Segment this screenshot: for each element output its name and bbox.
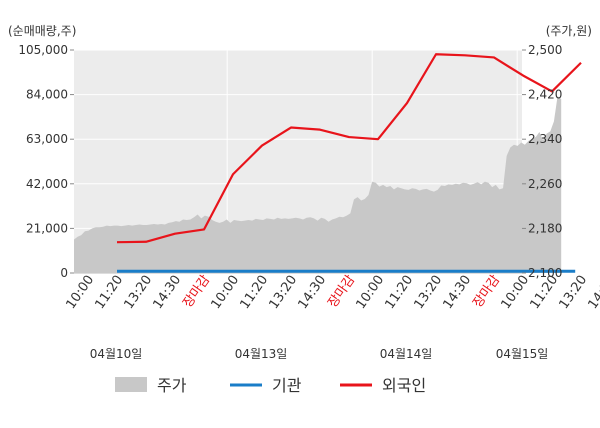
legend: 주가 기관 외국인	[115, 376, 426, 395]
date-label: 04월10일	[90, 347, 143, 361]
right-axis: 2,100 2,180 2,260 2,340 2,420 2,500	[522, 43, 562, 280]
x-axis: 10:0011:2013:2014:30장마감10:0011:2013:2014…	[63, 273, 600, 312]
left-tick-label: 0	[60, 266, 68, 280]
x-tick-label: 14:30	[440, 273, 474, 312]
x-tick-label: 11:20	[92, 273, 126, 312]
x-tick-label: 10:00	[498, 273, 532, 312]
x-tick-label: 11:20	[237, 273, 271, 312]
series-area-주가	[74, 96, 562, 274]
legend-label-주가: 주가	[157, 376, 187, 395]
series-lines	[116, 53, 582, 273]
right-tick-label: 2,180	[528, 221, 562, 235]
x-tick-label: 장마감	[470, 273, 503, 311]
left-tick-label: 84,000	[26, 88, 68, 102]
date-label: 04월15일	[496, 347, 549, 361]
x-tick-label: 11:20	[382, 273, 416, 312]
x-tick-label: 장마감	[325, 273, 358, 311]
price-area	[74, 96, 562, 274]
right-tick-label: 2,260	[528, 177, 562, 191]
x-tick-label: 장마감	[180, 273, 213, 311]
legend-swatch-주가	[115, 377, 147, 392]
right-tick-label: 2,420	[528, 88, 562, 102]
x-tick-label: 10:00	[63, 273, 97, 312]
right-tick-label: 2,100	[528, 266, 562, 280]
x-tick-label: 14:30	[585, 273, 600, 312]
x-tick-label: 13:20	[266, 273, 300, 312]
series-line-외국인	[116, 53, 582, 244]
legend-label-외국인: 외국인	[382, 376, 426, 395]
left-axis-title: (순매매량,주)	[8, 24, 76, 38]
date-labels: 04월10일 04월13일 04월14일 04월15일	[90, 347, 549, 361]
x-tick-label: 13:20	[411, 273, 445, 312]
left-tick-label: 63,000	[26, 132, 68, 146]
right-tick-label: 2,500	[528, 43, 562, 57]
left-axis: 0 21,000 42,000 63,000 84,000 105,000	[18, 43, 74, 280]
date-label: 04월14일	[380, 347, 433, 361]
x-tick-label: 13:20	[121, 273, 155, 312]
x-tick-label: 14:30	[150, 273, 184, 312]
x-tick-label: 10:00	[208, 273, 242, 312]
left-tick-label: 42,000	[26, 177, 68, 191]
legend-label-기관: 기관	[272, 376, 302, 395]
right-axis-title: (주가,원)	[546, 24, 592, 38]
x-tick-label: 14:30	[295, 273, 329, 312]
left-tick-label: 105,000	[18, 43, 68, 57]
right-tick-label: 2,340	[528, 132, 562, 146]
x-tick-label: 10:00	[353, 273, 387, 312]
left-tick-label: 21,000	[26, 221, 68, 235]
date-label: 04월13일	[235, 347, 288, 361]
